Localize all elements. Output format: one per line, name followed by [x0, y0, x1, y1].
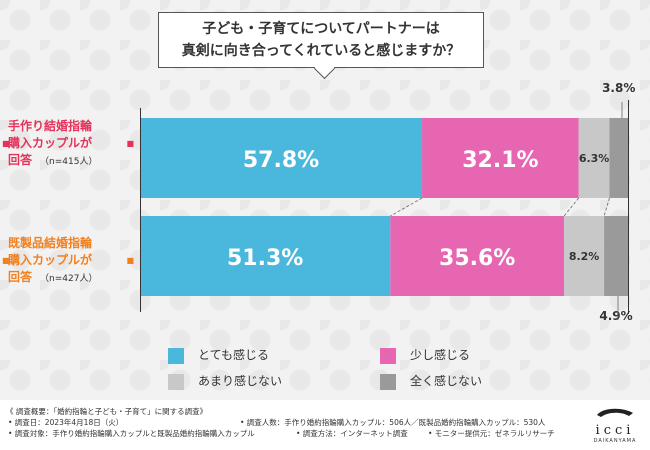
- legend-item: 少し感じる: [380, 346, 470, 364]
- axis-left: [140, 108, 141, 312]
- value-label: 35.6%: [439, 246, 515, 271]
- bar-segment: [578, 118, 610, 198]
- bar-segment: [564, 216, 605, 296]
- connector-line: [390, 197, 423, 217]
- row-label-line: 手作り結婚指輪: [8, 119, 93, 133]
- bullet-icon: ■: [126, 256, 134, 265]
- value-label: 8.2%: [569, 250, 600, 263]
- footer-provider: • モニター提供元：ゼネラルリサーチ: [428, 429, 555, 438]
- axis-right: [628, 100, 629, 314]
- footer-overview: 《 調査概要：「婚約指輪と子ども・子育て」に関する調査》: [6, 407, 208, 416]
- row-label-line: 購入カップルが: [8, 136, 93, 150]
- legend-swatch: [168, 347, 184, 364]
- bullet-icon: ■: [2, 139, 10, 148]
- footer-date: • 調査日：2023年4月18日（火）: [8, 418, 124, 427]
- legend-label: 少し感じる: [410, 348, 471, 362]
- row-label-line: 既製品結婚指輪: [8, 236, 93, 250]
- logo-mark: icci: [595, 423, 635, 438]
- bar-segment: [609, 118, 628, 198]
- ring-icon: [597, 408, 633, 417]
- value-label: 32.1%: [462, 148, 538, 173]
- bullet-icon: ■: [2, 256, 10, 265]
- legend-label: 全く感じない: [410, 374, 483, 388]
- logo-sub: DAIKANYAMA: [593, 438, 637, 444]
- bar-segment: [140, 216, 391, 296]
- row-label-line: 回答: [8, 153, 33, 167]
- brand-logo: icci DAIKANYAMA: [585, 404, 645, 444]
- legend-swatch: [380, 347, 396, 364]
- sample-size: （n=415人）: [40, 157, 98, 167]
- connector-line: [563, 197, 580, 217]
- chart-title: 子ども・子育てについてパートナーは 真剣に向き合ってくれていると感じますか？: [158, 12, 484, 80]
- legend-swatch: [380, 373, 396, 390]
- footer-method: • 調査方法：インターネット調査: [296, 429, 408, 438]
- bullet-icon: ■: [126, 139, 134, 148]
- chart-title-line-2: 真剣に向き合ってくれていると感じますか？: [181, 43, 461, 59]
- bar-segment: [140, 118, 423, 198]
- value-label: 3.8%: [602, 81, 635, 95]
- legend-swatch: [168, 373, 184, 390]
- legend-item: あまり感じない: [168, 372, 282, 390]
- legend-label: とても感じる: [198, 348, 270, 362]
- value-label: 6.3%: [579, 152, 610, 165]
- footer-people: • 調査人数：手作り婚約指輪購入カップル：506人／既製品婚約指輪購入カップル：…: [240, 418, 546, 427]
- legend-item: 全く感じない: [380, 372, 482, 390]
- value-label: 57.8%: [243, 148, 319, 173]
- row-label-ready-made: 既製品結婚指輪 ■ 購入カップルが ■ 回答 （n=427人）: [2, 235, 134, 288]
- chart-title-line-1: 子ども・子育てについてパートナーは: [202, 21, 440, 37]
- row-label-line: 購入カップルが: [8, 253, 93, 267]
- value-label: 4.9%: [599, 309, 632, 323]
- sample-size: （n=427人）: [40, 274, 98, 284]
- bar-segment: [604, 216, 628, 296]
- bar-segment: [390, 216, 565, 296]
- stacked-bar-chart: 57.8% 32.1% 6.3% 3.8% 51.3% 35.6% 8.2% 4.9%: [140, 81, 635, 323]
- connector-line: [603, 197, 610, 217]
- survey-footer: 《 調査概要：「婚約指輪と子ども・子育て」に関する調査》 • 調査日：2023年…: [0, 400, 650, 450]
- legend-item: とても感じる: [168, 346, 269, 364]
- row-label-line: 回答: [8, 270, 33, 284]
- row-label-handmade: 手作り結婚指輪 ■ 購入カップルが ■ 回答 （n=415人）: [2, 118, 134, 171]
- bar-segment: [422, 118, 579, 198]
- value-label: 51.3%: [227, 246, 303, 271]
- footer-target: • 調査対象：手作り婚約指輪購入カップルと既製品婚約指輪購入カップル: [8, 429, 255, 438]
- legend-label: あまり感じない: [198, 374, 283, 388]
